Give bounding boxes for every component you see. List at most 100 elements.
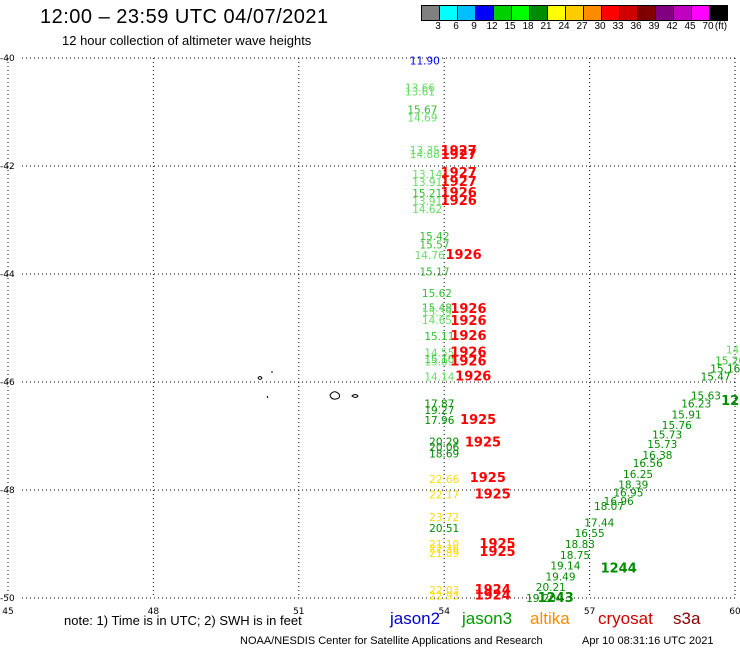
legend-cryosat: cryosat bbox=[598, 609, 653, 628]
wave-height-label: 15.39 bbox=[422, 307, 452, 319]
footer-credit: NOAA/NESDIS Center for Satellite Applica… bbox=[240, 635, 543, 647]
lat-tick-label: -44 bbox=[0, 270, 15, 280]
color-swatch bbox=[547, 5, 566, 21]
color-swatch bbox=[637, 5, 656, 21]
color-swatch bbox=[619, 5, 638, 21]
wave-height-label: 13.14 bbox=[412, 169, 442, 181]
wave-height-label: 18.83 bbox=[565, 539, 595, 551]
wave-height-label: 19.20 bbox=[526, 593, 556, 605]
wave-height-label: 16.56 bbox=[633, 458, 663, 470]
wave-height-label: 18.75 bbox=[560, 550, 590, 562]
lon-tick-label: 54 bbox=[438, 607, 450, 617]
lat-tick-label: -48 bbox=[0, 486, 15, 496]
wave-height-label: 17.96 bbox=[424, 415, 454, 427]
legend-jason2: jason2 bbox=[390, 609, 441, 628]
wave-height-label: 18.07 bbox=[594, 501, 624, 513]
wave-height-label: 16.38 bbox=[642, 450, 672, 462]
wave-height-label: 14.55 bbox=[424, 347, 454, 359]
wave-height-label: 15.76 bbox=[662, 420, 692, 432]
wave-height-label: 1927 bbox=[441, 148, 477, 163]
lon-tick-label: 45 bbox=[2, 607, 13, 617]
wave-height-label: 13.66 bbox=[405, 83, 435, 95]
wave-height-label: 1925 bbox=[465, 435, 501, 450]
wave-height-label: 15.91 bbox=[672, 409, 702, 421]
wave-height-label: 1926 bbox=[455, 370, 491, 385]
wave-height-label: 16.23 bbox=[681, 399, 711, 411]
color-swatch bbox=[439, 5, 458, 21]
map-subtitle: 12 hour collection of altimeter wave hei… bbox=[62, 33, 312, 48]
wave-height-label: 14.76 bbox=[415, 250, 445, 262]
wave-height-label: 1926 bbox=[450, 354, 486, 369]
lon-tick-label: 60 bbox=[729, 607, 740, 617]
color-scale-label: 6 bbox=[453, 21, 459, 32]
wave-height-label: 22.93 bbox=[429, 590, 459, 602]
color-swatch bbox=[511, 5, 530, 21]
wave-height-label: 1927 bbox=[441, 144, 477, 159]
note-text: note: 1) Time is in UTC; 2) SWH is in fe… bbox=[64, 613, 302, 628]
wave-height-label: 1926 bbox=[441, 194, 477, 209]
lat-tick-label: -42 bbox=[0, 162, 15, 172]
color-scale-label: 21 bbox=[540, 21, 552, 32]
color-scale-label: 24 bbox=[558, 21, 570, 32]
wave-height-label: 14.88 bbox=[410, 149, 440, 161]
color-swatch bbox=[421, 5, 440, 21]
wave-height-label: 22.03 bbox=[429, 585, 459, 597]
color-swatch bbox=[529, 5, 548, 21]
wave-height-label: 1926 bbox=[445, 248, 481, 263]
lon-tick-label: 57 bbox=[584, 607, 595, 617]
wave-height-label: 14.69 bbox=[407, 112, 437, 124]
wave-height-label: 21.10 bbox=[429, 539, 459, 551]
color-swatch bbox=[583, 5, 602, 21]
lat-tick-label: -50 bbox=[0, 594, 15, 604]
wave-height-label: 16.55 bbox=[575, 528, 605, 540]
wave-height-label: 13.91 bbox=[412, 196, 442, 208]
color-scale-label: 36 bbox=[630, 21, 642, 32]
wave-height-label: 15.73 bbox=[647, 439, 677, 451]
wave-height-label: 1926 bbox=[450, 314, 486, 329]
wave-height-label: 13.61 bbox=[405, 86, 435, 98]
color-scale-label: 45 bbox=[684, 21, 696, 32]
wave-height-label: 1926 bbox=[441, 186, 477, 201]
color-scale-label: 39 bbox=[648, 21, 660, 32]
wave-height-label: 12 bbox=[721, 394, 739, 409]
wave-height-label: 1925 bbox=[460, 413, 496, 428]
legend-jason3: jason3 bbox=[462, 609, 513, 628]
wave-height-label: 14.65 bbox=[422, 315, 452, 327]
wave-height-label: 15.11 bbox=[424, 331, 454, 343]
wave-height-label: 15.09 bbox=[424, 356, 454, 368]
color-swatch bbox=[673, 5, 692, 21]
color-scale-label: 33 bbox=[612, 21, 624, 32]
wave-height-label: 15.62 bbox=[422, 288, 452, 300]
wave-height-label: 1924 bbox=[475, 588, 511, 603]
axis-tick-labels: 45 48 51 54 57 60 -40 -42 -44 -46 -48 -50 bbox=[0, 54, 740, 617]
wave-height-label: 15.42 bbox=[419, 231, 449, 243]
wave-height-label: 1926 bbox=[450, 345, 486, 360]
wave-height-label: 19.14 bbox=[550, 561, 580, 573]
wave-height-label: 15.48 bbox=[422, 302, 452, 314]
wave-height-label: 17.44 bbox=[584, 517, 614, 529]
wave-height-label: 22.66 bbox=[429, 474, 459, 486]
wave-height-label: 14.62 bbox=[412, 204, 442, 216]
legend-s3a: s3a bbox=[673, 609, 701, 628]
wave-height-label: 1927 bbox=[441, 175, 477, 190]
wave-height-label: 1925 bbox=[479, 545, 515, 560]
wave-height-label: 15.16 bbox=[710, 364, 740, 376]
wave-height-label: 1925 bbox=[470, 471, 506, 486]
wave-height-label: 15.67 bbox=[407, 104, 437, 116]
wave-height-label: 23.72 bbox=[429, 512, 459, 524]
color-swatch bbox=[565, 5, 584, 21]
wave-height-label: 1925 bbox=[479, 537, 515, 552]
color-swatch bbox=[457, 5, 476, 21]
wave-height-label: 15.63 bbox=[691, 391, 721, 403]
wave-height-label: 22.36 bbox=[429, 543, 459, 555]
wave-height-label: 1926 bbox=[450, 302, 486, 317]
wave-height-label: 16.95 bbox=[613, 488, 643, 500]
lon-tick-label: 48 bbox=[148, 607, 160, 617]
wave-height-label: 15.73 bbox=[652, 429, 682, 441]
wave-height-label: 13.35 bbox=[410, 145, 440, 157]
color-swatch bbox=[601, 5, 620, 21]
color-scale-label: 42 bbox=[666, 21, 678, 32]
wave-height-label: 1926 bbox=[450, 329, 486, 344]
